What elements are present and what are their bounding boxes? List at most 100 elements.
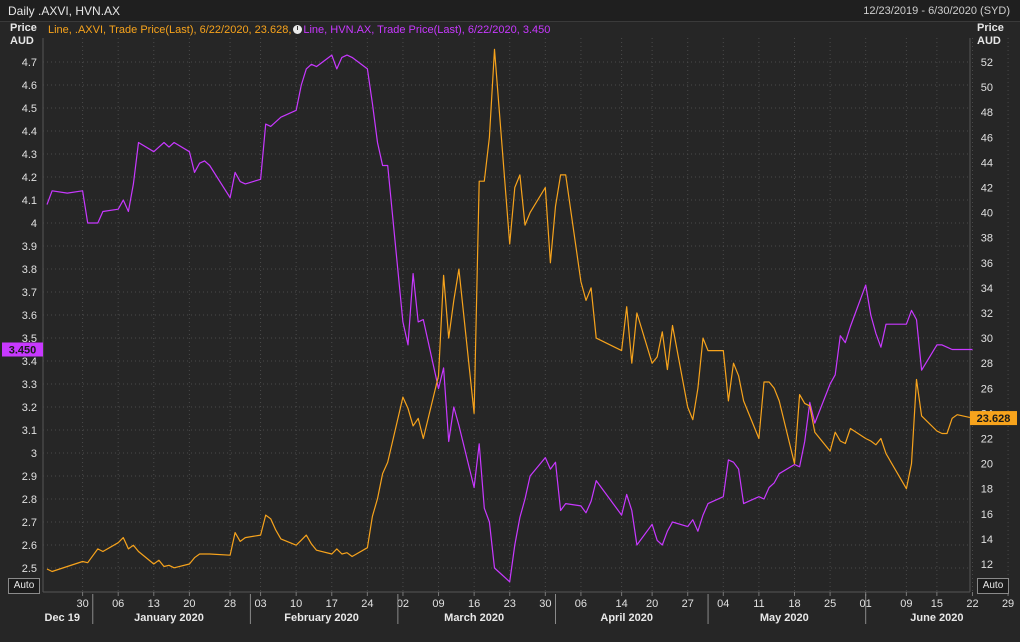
chart-header: Daily .AXVI, HVN.AX 12/23/2019 - 6/30/20… [0,0,1020,22]
left-tick-label: 3.3 [22,379,37,391]
x-tick-label: 28 [224,598,236,610]
hvn-last-value-badge [2,342,43,357]
left-axis-title: Price AUD [10,22,37,48]
x-tick-label: 17 [326,598,338,610]
hvn-last-value: 3.450 [9,345,37,357]
month-label: April 2020 [600,612,653,624]
left-tick-label: 4.5 [22,103,37,115]
right-tick-label: 36 [981,258,993,270]
x-tick-label: 11 [753,598,764,610]
x-tick-label: 27 [682,598,694,610]
x-tick-label: 20 [183,598,195,610]
left-tick-label: 3 [31,448,37,460]
series-line-hvn-ax [46,54,973,583]
x-tick-label: 24 [361,598,373,610]
right-axis-title: Price AUD [977,22,1004,48]
left-tick-label: 4.3 [22,149,37,161]
auto-scale-left-button[interactable]: Auto [8,578,40,594]
x-tick-label: 04 [717,598,729,610]
x-tick-label: 15 [931,598,943,610]
left-tick-label: 4.4 [22,126,37,138]
right-tick-label: 48 [981,107,993,119]
grid [42,38,1009,593]
x-tick-label: 30 [76,598,88,610]
left-tick-label: 4.6 [22,80,37,92]
left-tick-label: 3.7 [22,287,37,299]
left-tick-label: 3.4 [22,356,37,368]
axvi-last-value-badge [970,411,1017,426]
left-axis-title-line2: AUD [10,35,34,47]
x-tick-label: 23 [504,598,516,610]
month-label: May 2020 [760,612,809,624]
right-tick-label: 34 [981,283,993,295]
left-tick-label: 3.9 [22,241,37,253]
right-tick-label: 44 [981,157,993,169]
right-axis-title-line1: Price [977,22,1004,34]
left-tick-label: 3.2 [22,402,37,414]
legend-hvn: Line, HVN.AX, Trade Price(Last), 6/22/20… [303,24,551,36]
right-tick-label: 18 [981,484,993,496]
left-tick-label: 3.8 [22,264,37,276]
last-value-badges: 3.450 23.628 [2,342,1017,426]
x-tick-label: 10 [290,598,302,610]
right-tick-label: 38 [981,233,993,245]
month-label: Dec 19 [45,612,80,624]
x-tick-label: 06 [112,598,124,610]
right-axis-title-line2: AUD [977,35,1001,47]
month-label: February 2020 [284,612,359,624]
x-tick-label: 14 [615,598,627,610]
right-tick-label: 14 [981,534,993,546]
left-tick-label: 4 [31,218,37,230]
date-range: 12/23/2019 - 6/30/2020 (SYD) [863,5,1010,17]
left-tick-label: 4.7 [22,57,37,69]
axvi-last-value: 23.628 [977,413,1011,425]
right-tick-label: 20 [981,459,993,471]
clock-icon [293,25,303,34]
x-tick-label: 22 [966,598,978,610]
left-tick-label: 3.1 [22,425,37,437]
series-line-axvi [46,48,973,573]
left-tick-label: 2.7 [22,517,37,529]
right-tick-label: 50 [981,82,993,94]
x-axis: 30 06 13 20 28 03 10 17 24 02 09 16 23 30 06 14 20 27 04 11… [45,592,1014,624]
right-tick-label: 40 [981,208,993,220]
legend-axvi: Line, .AXVI, Trade Price(Last), 6/22/202… [48,24,292,36]
right-tick-label: 30 [981,333,993,345]
x-tick-label: 16 [468,598,480,610]
right-tick-label: 52 [981,57,993,69]
series [46,48,973,583]
x-tick-label: 20 [646,598,658,610]
right-tick-label: 16 [981,509,993,521]
chart-title: Daily .AXVI, HVN.AX [8,4,121,18]
left-tick-label: 4.2 [22,172,37,184]
x-tick-label: 09 [432,598,444,610]
x-tick-label: 18 [788,598,800,610]
month-label: January 2020 [134,612,204,624]
right-tick-label: 22 [981,434,993,446]
left-tick-label: 2.6 [22,540,37,552]
right-tick-label: 12 [981,559,993,571]
left-tick-label: 2.9 [22,471,37,483]
left-tick-label: 4.1 [22,195,37,207]
right-tick-label: 46 [981,132,993,144]
right-y-axis: 1214161820222426283032343638404244464850… [981,57,993,571]
x-tick-label: 30 [539,598,551,610]
left-tick-label: 2.8 [22,494,37,506]
plot-area [43,38,970,592]
auto-scale-right-button[interactable]: Auto [977,578,1009,594]
left-tick-label: 3.5 [22,333,37,345]
month-label: March 2020 [444,612,504,624]
x-tick-label: 13 [148,598,160,610]
x-tick-label: 03 [254,598,266,610]
x-tick-label: 02 [397,598,409,610]
month-label: June 2020 [910,612,963,624]
right-tick-label: 42 [981,183,993,195]
left-tick-label: 3.6 [22,310,37,322]
left-y-axis: 2.5 2.6 2.7 2.8 2.9 3 3.1 3.2 3.3 3.4 3.5 3.6 3.7 3.8… [22,57,37,575]
left-axis-title-line1: Price [10,22,37,34]
x-tick-label: 06 [575,598,587,610]
left-tick-label: 2.5 [22,563,37,575]
right-tick-label: 32 [981,308,993,320]
x-tick-label: 25 [824,598,836,610]
